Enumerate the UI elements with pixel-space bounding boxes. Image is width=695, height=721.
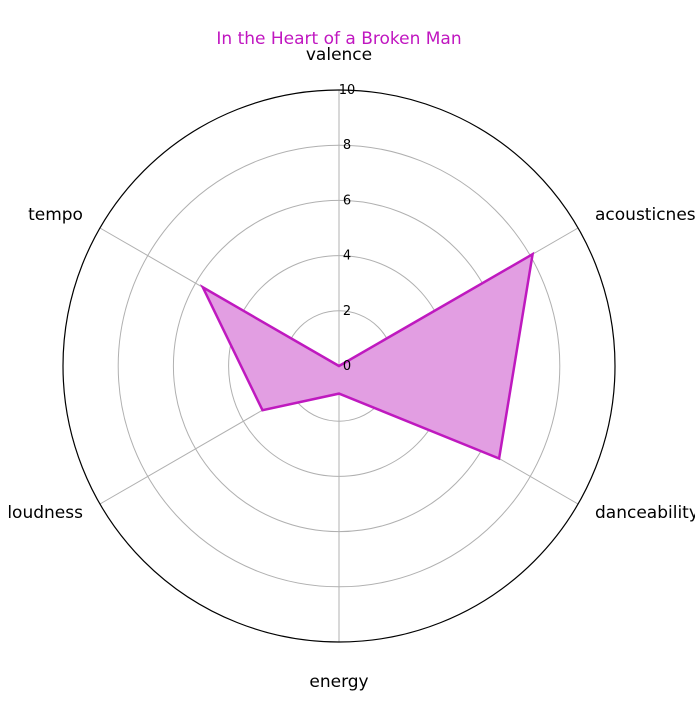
axis-label-loudness: loudness xyxy=(7,503,83,523)
axis-label-tempo: tempo xyxy=(28,205,83,225)
axis-label-acousticness: acousticness xyxy=(595,205,695,225)
r-tick-label: 8 xyxy=(343,138,351,153)
r-tick-label: 2 xyxy=(343,304,351,319)
r-tick-label: 4 xyxy=(343,249,351,264)
axis-label-energy: energy xyxy=(309,672,368,692)
axis-label-danceability: danceability xyxy=(595,503,695,523)
r-tick-label: 6 xyxy=(343,193,351,208)
r-tick-label: 10 xyxy=(339,83,356,98)
series-layer xyxy=(203,254,533,458)
series-area xyxy=(203,254,533,458)
r-tick-label: 0 xyxy=(343,359,351,374)
axis-label-valence: valence xyxy=(306,45,372,65)
tick-layer: 0 2 4 6 8 10 xyxy=(339,83,356,374)
